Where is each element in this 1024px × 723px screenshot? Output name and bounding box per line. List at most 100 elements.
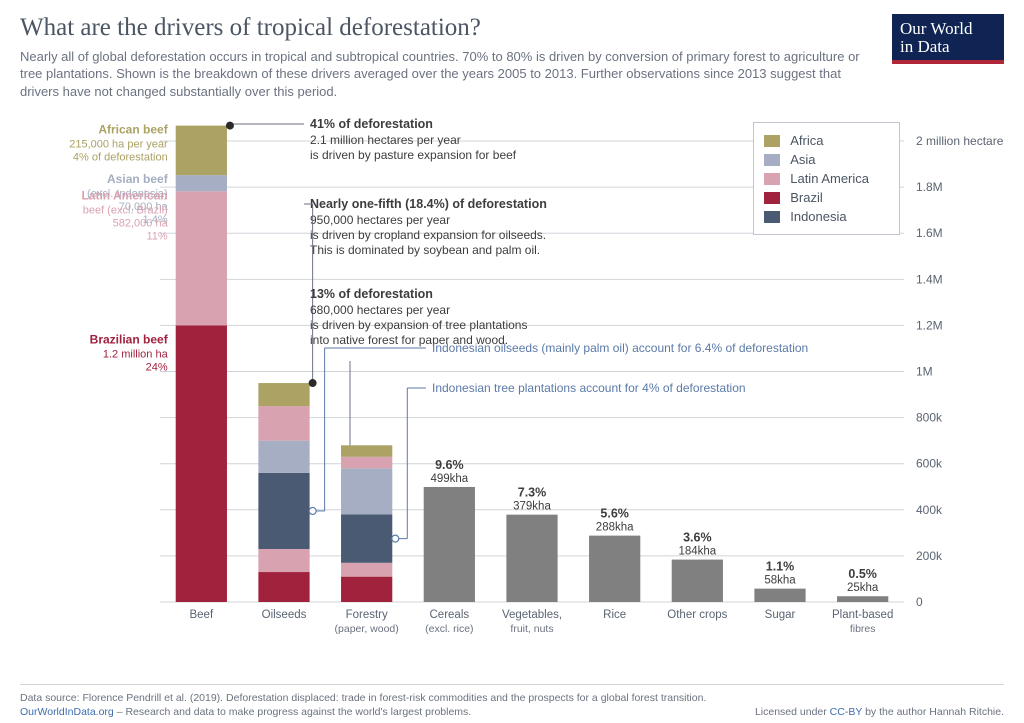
- svg-text:24%: 24%: [146, 362, 168, 374]
- legend-box: Africa Asia Latin America Brazil Indonesia: [753, 122, 900, 235]
- logo-line-1: Our World: [900, 20, 996, 38]
- svg-text:Latin American: Latin American: [81, 188, 167, 202]
- svg-text:fruit, nuts: fruit, nuts: [510, 623, 553, 635]
- svg-text:4% of deforestation: 4% of deforestation: [73, 152, 168, 164]
- svg-text:Beef: Beef: [189, 609, 213, 621]
- svg-text:400k: 400k: [916, 503, 943, 517]
- bar-segment: [506, 515, 557, 602]
- footer: Data source: Florence Pendrill et al. (2…: [20, 684, 1004, 719]
- bar-segment: [258, 473, 309, 549]
- legend-swatch: [764, 192, 780, 204]
- svg-text:0.5%: 0.5%: [848, 567, 877, 581]
- bar-segment: [258, 406, 309, 441]
- legend-label: Asia: [790, 152, 815, 167]
- footer-license: Licensed under CC-BY by the author Hanna…: [755, 705, 1004, 719]
- legend-item: Latin America: [764, 169, 869, 188]
- legend-label: Africa: [790, 133, 823, 148]
- footer-site-line: OurWorldInData.org – Research and data t…: [20, 705, 471, 719]
- bar-segment: [258, 572, 309, 602]
- legend-item: Africa: [764, 131, 869, 150]
- bar-segment: [341, 577, 392, 602]
- svg-text:beef (excl. Brazil): beef (excl. Brazil): [83, 204, 168, 216]
- bar-segment: [258, 383, 309, 406]
- svg-text:(excl. rice): (excl. rice): [425, 623, 473, 635]
- bar-segment: [672, 560, 723, 602]
- svg-text:Indonesian tree plantations ac: Indonesian tree plantations account for …: [432, 381, 746, 395]
- svg-text:Sugar: Sugar: [765, 609, 796, 621]
- page-title: What are the drivers of tropical defores…: [20, 14, 876, 42]
- svg-text:Asian beef: Asian beef: [107, 172, 169, 186]
- bar-segment: [341, 457, 392, 469]
- svg-text:African beef: African beef: [98, 123, 168, 137]
- svg-text:5.6%: 5.6%: [600, 507, 629, 521]
- legend-item: Brazil: [764, 188, 869, 207]
- svg-text:This is dominated by soybean a: This is dominated by soybean and palm oi…: [310, 243, 540, 257]
- svg-text:25kha: 25kha: [847, 582, 879, 594]
- bar-segment: [341, 515, 392, 563]
- svg-text:2.1 million hectares per year: 2.1 million hectares per year: [310, 133, 461, 147]
- svg-text:fibres: fibres: [850, 623, 876, 635]
- bar-segment: [341, 468, 392, 514]
- svg-text:184kha: 184kha: [678, 546, 716, 558]
- svg-text:13% of deforestation: 13% of deforestation: [310, 287, 433, 301]
- bar-segment: [176, 326, 227, 603]
- svg-text:1.2M: 1.2M: [916, 319, 943, 333]
- svg-text:Forestry: Forestry: [346, 609, 388, 621]
- bar-segment: [176, 175, 227, 191]
- page-subtitle: Nearly all of global deforestation occur…: [20, 48, 876, 101]
- svg-text:1.2 million ha: 1.2 million ha: [103, 349, 169, 361]
- svg-text:680,000 hectares per year: 680,000 hectares per year: [310, 303, 450, 317]
- legend-swatch: [764, 173, 780, 185]
- svg-text:is driven by expansion of tree: is driven by expansion of tree plantatio…: [310, 318, 527, 332]
- footer-site-link[interactable]: OurWorldInData.org: [20, 706, 114, 718]
- legend-swatch: [764, 154, 780, 166]
- bar-segment: [341, 563, 392, 577]
- svg-text:1.1%: 1.1%: [766, 560, 795, 574]
- legend-label: Indonesia: [790, 209, 846, 224]
- svg-text:582,000 ha: 582,000 ha: [113, 217, 169, 229]
- footer-source: Data source: Florence Pendrill et al. (2…: [20, 691, 1004, 705]
- svg-text:Plant-based: Plant-based: [832, 609, 893, 621]
- svg-text:3.6%: 3.6%: [683, 531, 712, 545]
- svg-text:950,000 hectares per year: 950,000 hectares per year: [310, 213, 450, 227]
- svg-text:Rice: Rice: [603, 609, 626, 621]
- svg-text:(paper, wood): (paper, wood): [335, 623, 399, 635]
- svg-text:is driven by cropland expansio: is driven by cropland expansion for oils…: [310, 228, 546, 242]
- svg-text:11%: 11%: [147, 230, 168, 242]
- footer-tagline: – Research and data to make progress aga…: [114, 706, 471, 718]
- header: What are the drivers of tropical defores…: [20, 14, 1004, 100]
- legend-label: Latin America: [790, 171, 869, 186]
- svg-text:200k: 200k: [916, 549, 943, 563]
- svg-text:800k: 800k: [916, 411, 943, 425]
- logo-line-2: in Data: [900, 38, 996, 56]
- bar-segment: [424, 487, 475, 602]
- svg-text:600k: 600k: [916, 457, 943, 471]
- owid-logo: Our World in Data: [892, 14, 1004, 64]
- svg-text:Indonesian oilseeds (mainly pa: Indonesian oilseeds (mainly palm oil) ac…: [432, 341, 808, 355]
- bar-segment: [258, 549, 309, 572]
- legend-item: Asia: [764, 150, 869, 169]
- svg-text:379kha: 379kha: [513, 501, 551, 513]
- svg-text:1.4M: 1.4M: [916, 272, 943, 286]
- svg-text:0: 0: [916, 595, 923, 609]
- bar-segment: [176, 126, 227, 176]
- svg-text:Brazilian beef: Brazilian beef: [90, 333, 169, 347]
- legend-item: Indonesia: [764, 207, 869, 226]
- license-link[interactable]: CC-BY: [830, 706, 862, 718]
- svg-text:Cereals: Cereals: [430, 609, 470, 621]
- svg-text:288kha: 288kha: [596, 522, 634, 534]
- bar-segment: [176, 191, 227, 325]
- svg-text:Vegetables,: Vegetables,: [502, 609, 562, 621]
- chart-area: 0200k400k600k800k1M1.2M1.4M1.6M1.8M2 mil…: [20, 114, 1004, 684]
- svg-text:Other crops: Other crops: [667, 609, 727, 621]
- legend-swatch: [764, 211, 780, 223]
- svg-text:2 million hectares: 2 million hectares: [916, 134, 1004, 148]
- svg-text:499kha: 499kha: [430, 473, 468, 485]
- svg-text:is driven by pasture expansion: is driven by pasture expansion for beef: [310, 148, 517, 162]
- svg-text:58kha: 58kha: [764, 575, 796, 587]
- svg-text:7.3%: 7.3%: [518, 486, 547, 500]
- svg-text:215,000 ha per year: 215,000 ha per year: [69, 139, 168, 151]
- svg-text:41% of deforestation: 41% of deforestation: [310, 117, 433, 131]
- title-block: What are the drivers of tropical defores…: [20, 14, 892, 100]
- bar-segment: [837, 596, 888, 602]
